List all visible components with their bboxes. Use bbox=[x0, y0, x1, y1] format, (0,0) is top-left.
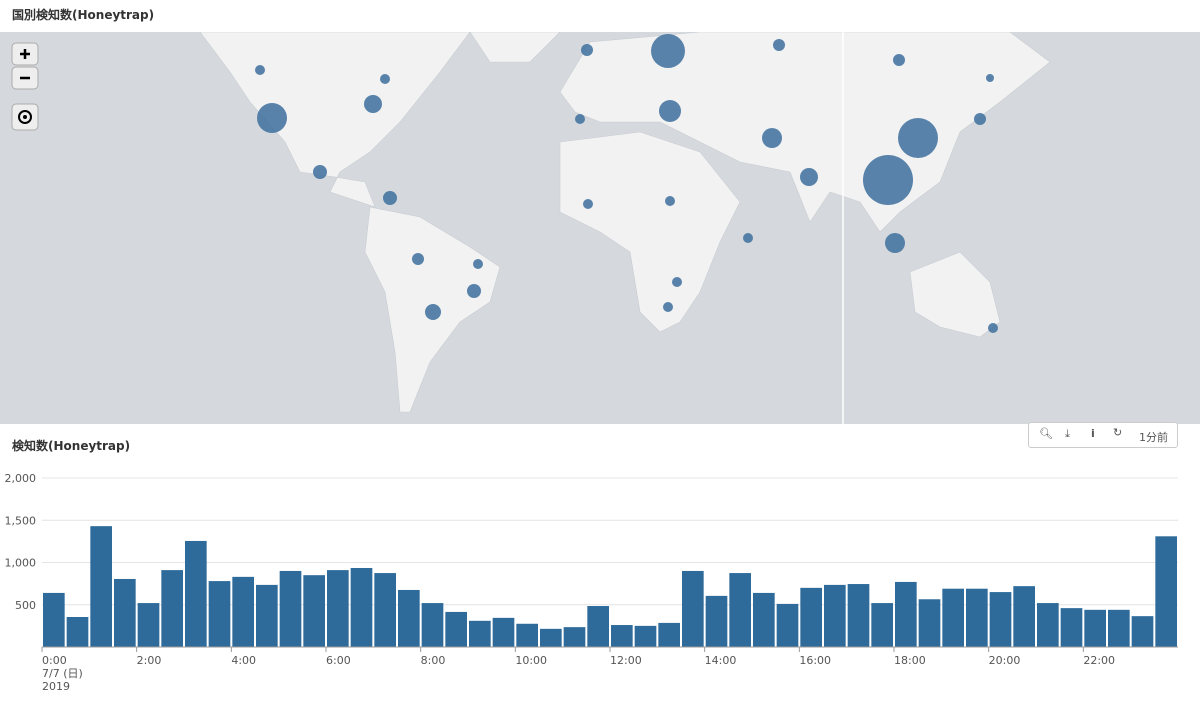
europe-asia bbox=[559, 32, 1051, 233]
bar bbox=[658, 622, 680, 647]
bar bbox=[469, 620, 491, 647]
bar bbox=[611, 625, 633, 647]
bar bbox=[682, 570, 704, 647]
bar bbox=[398, 589, 420, 647]
bar bbox=[587, 606, 609, 647]
x-tick-label: 22:00 bbox=[1083, 654, 1115, 667]
bar bbox=[208, 581, 231, 647]
bar bbox=[303, 575, 325, 647]
search-button[interactable]: 🔍︎ bbox=[1039, 427, 1053, 440]
bar bbox=[350, 567, 373, 647]
bar bbox=[445, 611, 467, 647]
bar bbox=[729, 573, 751, 647]
chart-title: 検知数(Honeytrap) bbox=[12, 439, 131, 453]
x-tick-label: 6:00 bbox=[326, 654, 351, 667]
bar bbox=[232, 576, 254, 647]
x-tick-label: 14:00 bbox=[705, 654, 737, 667]
bar bbox=[185, 540, 207, 647]
bar bbox=[871, 603, 893, 647]
bar bbox=[847, 584, 870, 647]
inspect-button[interactable]: i bbox=[1091, 427, 1095, 440]
zoom-out[interactable] bbox=[11, 66, 39, 90]
bar bbox=[895, 581, 917, 647]
bar bbox=[1108, 609, 1130, 647]
bar bbox=[256, 584, 278, 647]
bar bbox=[1084, 609, 1106, 647]
bar bbox=[824, 584, 846, 647]
y-tick-label: 2,000 bbox=[5, 472, 37, 485]
toolbar: 🔍︎ ⤓ i ↻ 1分前 bbox=[1028, 422, 1178, 448]
last-updated: 1分前 bbox=[1139, 431, 1168, 444]
bar bbox=[989, 592, 1012, 647]
bar bbox=[137, 603, 160, 647]
y-tick-label: 1,000 bbox=[5, 557, 37, 570]
bar bbox=[800, 587, 822, 647]
bar bbox=[634, 625, 657, 647]
year-label: 2019 bbox=[42, 680, 70, 693]
x-tick-label: 18:00 bbox=[894, 654, 926, 667]
bar bbox=[327, 570, 349, 647]
bar bbox=[918, 599, 941, 647]
bar bbox=[1131, 616, 1154, 647]
bar bbox=[776, 603, 799, 647]
bubbles bbox=[255, 34, 998, 333]
x-tick-label: 8:00 bbox=[421, 654, 446, 667]
refresh-button[interactable]: ↻ bbox=[1113, 426, 1123, 439]
bar bbox=[279, 570, 302, 647]
x-tick-label: 2:00 bbox=[137, 654, 162, 667]
export-button[interactable]: ⤓ bbox=[1065, 427, 1070, 440]
bar bbox=[540, 628, 562, 647]
x-tick-label: 4:00 bbox=[231, 654, 256, 667]
bar bbox=[421, 603, 444, 647]
bar bbox=[516, 623, 538, 647]
locate[interactable] bbox=[11, 103, 39, 131]
bar bbox=[114, 578, 136, 647]
bar bbox=[966, 588, 988, 647]
bar bbox=[161, 570, 183, 647]
map[interactable] bbox=[0, 32, 1200, 424]
bar bbox=[492, 617, 515, 647]
bar bbox=[753, 592, 775, 647]
africa bbox=[559, 131, 741, 333]
bar bbox=[66, 617, 89, 647]
y-tick-label: 500 bbox=[15, 599, 36, 612]
bar bbox=[705, 595, 728, 647]
y-tick-label: 1,500 bbox=[5, 514, 37, 527]
bar bbox=[1013, 586, 1035, 647]
bar bbox=[1037, 603, 1059, 647]
bar bbox=[43, 592, 65, 647]
bar bbox=[374, 573, 396, 647]
x-tick-label: 16:00 bbox=[799, 654, 831, 667]
map-title: 国別検知数(Honeytrap) bbox=[12, 8, 155, 22]
x-tick-label: 20:00 bbox=[989, 654, 1021, 667]
bar bbox=[90, 526, 112, 647]
bar bbox=[563, 627, 586, 647]
zoom-in[interactable] bbox=[11, 42, 39, 66]
x-tick-label: 0:00 bbox=[42, 654, 67, 667]
bar bbox=[942, 588, 964, 647]
bar bbox=[1155, 536, 1177, 647]
bar bbox=[1060, 608, 1083, 647]
greenland bbox=[469, 32, 561, 63]
x-tick-label: 10:00 bbox=[515, 654, 547, 667]
x-tick-label: 12:00 bbox=[610, 654, 642, 667]
date-label: 7/7 (日) bbox=[42, 667, 83, 680]
